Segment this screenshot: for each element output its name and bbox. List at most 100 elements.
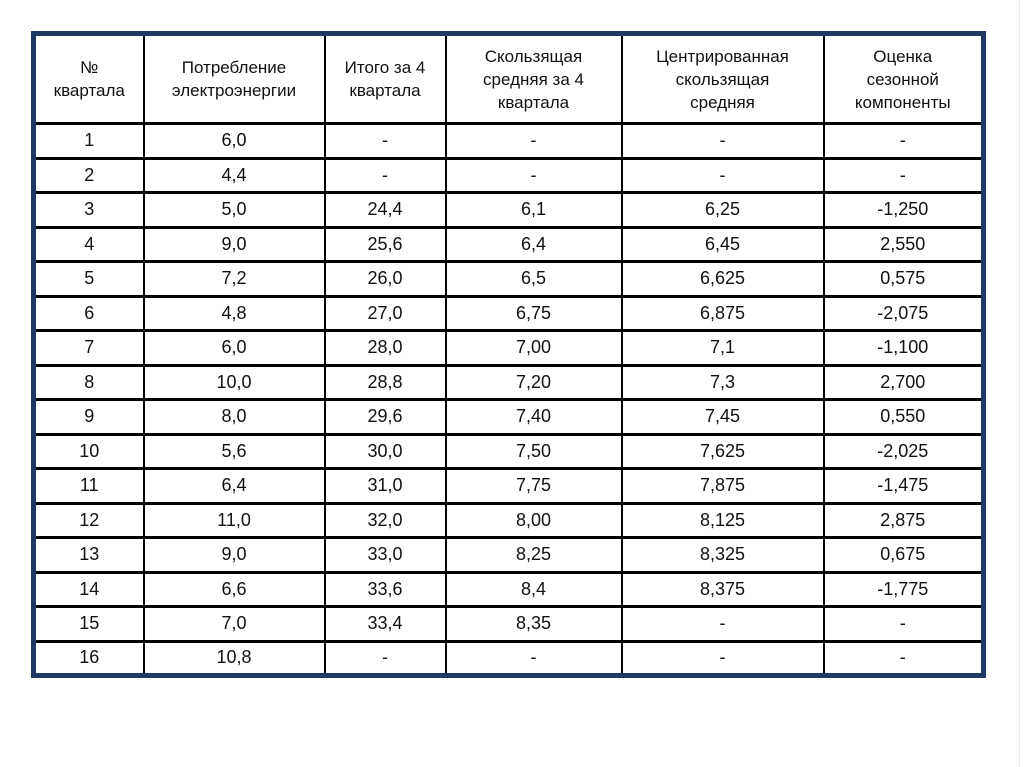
- table-cell: 29,6: [323, 398, 447, 436]
- seasonal-components-table: № квартала Потребление электроэнергии Итог…: [31, 31, 986, 678]
- table-cell: -1,100: [822, 329, 985, 367]
- table-cell: 6,4: [142, 467, 326, 505]
- table-cell: 28,0: [323, 329, 447, 367]
- table-row: 1 6,0- - - -: [32, 122, 985, 160]
- table-cell: 7,00: [444, 329, 623, 367]
- table-cell: 7,3: [620, 363, 825, 401]
- table-cell: -2,025: [822, 432, 985, 470]
- table-header-row: № квартала Потребление электроэнергии Итог…: [32, 32, 985, 125]
- table-cell: -: [822, 639, 985, 677]
- table-cell: -2,075: [822, 294, 985, 332]
- table-cell: 8,00: [444, 501, 623, 539]
- table-cell: 6,25: [620, 191, 825, 229]
- table-cell: 2,875: [822, 501, 985, 539]
- table-cell: 27,0: [323, 294, 447, 332]
- table-cell: 26,0: [323, 260, 447, 298]
- table-cell: 6,4: [444, 225, 623, 263]
- table-cell: 24,4: [323, 191, 447, 229]
- table-row: 2 4,4- - - -: [32, 156, 985, 194]
- table-row: 7 6,0 28,0 7,00 7,1 -1,100: [32, 329, 985, 367]
- table-cell: 33,4: [323, 605, 447, 643]
- table-cell: 25,6: [323, 225, 447, 263]
- table-row: 14 6,6 33,6 8,4 8,375 -1,775: [32, 570, 985, 608]
- column-header-quarter-number: № квартала: [32, 32, 145, 125]
- table-cell: 8,0: [142, 398, 326, 436]
- table-cell: 11,0: [142, 501, 326, 539]
- table-cell: -: [620, 156, 825, 194]
- table-cell: 6,625: [620, 260, 825, 298]
- table-cell: 7,625: [620, 432, 825, 470]
- table-cell: 1: [32, 122, 145, 160]
- table-cell: 7,875: [620, 467, 825, 505]
- table-cell: 8,375: [620, 570, 825, 608]
- table-cell: 10: [32, 432, 145, 470]
- table-cell: -: [323, 639, 447, 677]
- column-header-total-4-quarters: Итого за 4 квартала: [323, 32, 447, 125]
- table-cell: 9,0: [142, 536, 326, 574]
- table-cell: 4,8: [142, 294, 326, 332]
- table-cell: 16: [32, 639, 145, 677]
- table-cell: 14: [32, 570, 145, 608]
- table-row: 10 5,6 30,0 7,50 7,625 -2,025: [32, 432, 985, 470]
- table-cell: 9,0: [142, 225, 326, 263]
- table-cell: -: [822, 156, 985, 194]
- table-cell: -: [620, 122, 825, 160]
- table-cell: 4: [32, 225, 145, 263]
- table-cell: 7,50: [444, 432, 623, 470]
- table-row: 8 10,0 28,8 7,20 7,3 2,700: [32, 363, 985, 401]
- table-cell: 11: [32, 467, 145, 505]
- table-cell: 8: [32, 363, 145, 401]
- table-cell: 0,550: [822, 398, 985, 436]
- table-cell: -: [444, 122, 623, 160]
- table-cell: 8,4: [444, 570, 623, 608]
- table-cell: 7,20: [444, 363, 623, 401]
- table-cell: 2,700: [822, 363, 985, 401]
- table-cell: -1,250: [822, 191, 985, 229]
- table-cell: -: [822, 122, 985, 160]
- table-row: 6 4,8 27,0 6,75 6,875 -2,075: [32, 294, 985, 332]
- table-cell: 0,675: [822, 536, 985, 574]
- table-row: 4 9,0 25,6 6,4 6,45 2,550: [32, 225, 985, 263]
- table-cell: 2: [32, 156, 145, 194]
- table-cell: 6,0: [142, 329, 326, 367]
- column-header-moving-average-4-quarters: Скользящая средняя за 4 квартала: [444, 32, 623, 125]
- table-cell: 33,6: [323, 570, 447, 608]
- table-row: 11 6,4 31,0 7,75 7,875 -1,475: [32, 467, 985, 505]
- table-cell: 6,45: [620, 225, 825, 263]
- table-cell: 4,4: [142, 156, 326, 194]
- table-cell: 6,0: [142, 122, 326, 160]
- table-cell: 13: [32, 536, 145, 574]
- column-header-seasonal-component-estimate: Оценка сезонной компоненты: [822, 32, 985, 125]
- table-cell: 30,0: [323, 432, 447, 470]
- table-cell: -1,775: [822, 570, 985, 608]
- table-cell: 5: [32, 260, 145, 298]
- table-cell: -: [620, 639, 825, 677]
- table-cell: 9: [32, 398, 145, 436]
- table-cell: 7,2: [142, 260, 326, 298]
- table-cell: 33,0: [323, 536, 447, 574]
- table-cell: 5,6: [142, 432, 326, 470]
- table-row: 12 11,0 32,0 8,00 8,125 2,875: [32, 501, 985, 539]
- table-cell: 6: [32, 294, 145, 332]
- table-row: 9 8,0 29,6 7,40 7,45 0,550: [32, 398, 985, 436]
- table-cell: 5,0: [142, 191, 326, 229]
- table-cell: 32,0: [323, 501, 447, 539]
- table-cell: 7,40: [444, 398, 623, 436]
- slide-right-edge-line: [1019, 0, 1020, 767]
- table-cell: 10,0: [142, 363, 326, 401]
- table-cell: 8,25: [444, 536, 623, 574]
- table-cell: 28,8: [323, 363, 447, 401]
- table-cell: 31,0: [323, 467, 447, 505]
- table-row: 16 10,8- - - -: [32, 639, 985, 677]
- table-cell: 12: [32, 501, 145, 539]
- table-cell: 10,8: [142, 639, 326, 677]
- table-cell: 6,5: [444, 260, 623, 298]
- table-cell: -1,475: [822, 467, 985, 505]
- table-row: 3 5,0 24,4 6,1 6,25 -1,250: [32, 191, 985, 229]
- table-cell: 6,75: [444, 294, 623, 332]
- table-cell: -: [323, 122, 447, 160]
- table-row: 15 7,0 33,4 8,35- -: [32, 605, 985, 643]
- table-body: 1 6,0- - - -2 4,4- - - -3 5,0 24,4 6,1 6,25 -1,250 4 9,…: [32, 122, 985, 677]
